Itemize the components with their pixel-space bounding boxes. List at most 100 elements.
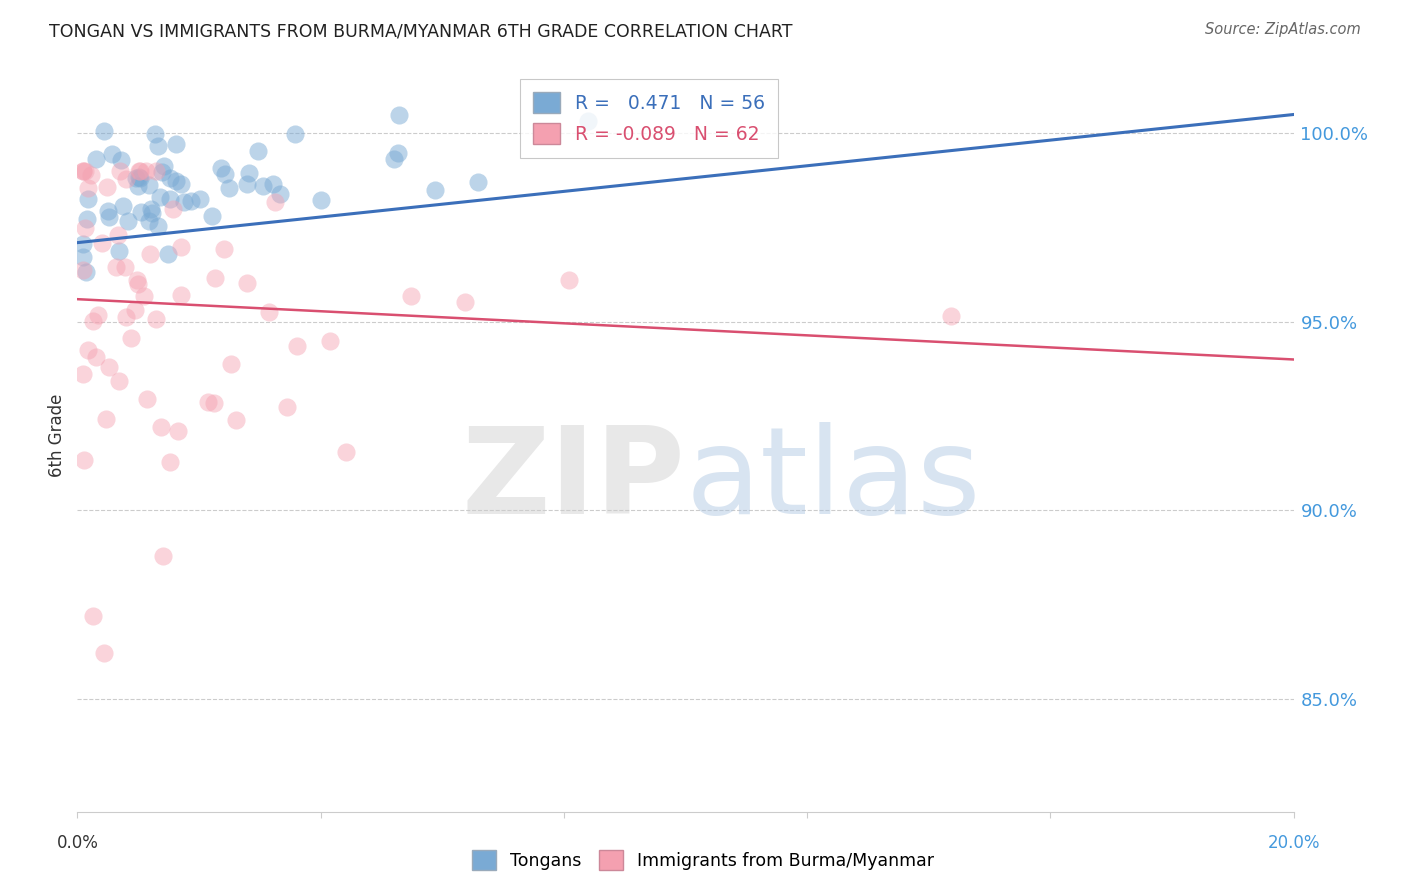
Point [108,244,131,258]
Point [72,263,94,277]
Point [114,260,136,275]
Point [197,395,219,409]
Point [139,202,162,216]
Point [152,549,174,564]
Point [93,647,115,661]
Point [128,164,150,178]
Point [136,392,159,407]
Point [72,164,94,178]
Point [101,147,124,161]
Point [115,171,138,186]
Point [257,304,280,318]
Point [128,170,150,185]
Point [127,277,149,292]
Point [73,164,96,178]
Point [98,211,121,225]
Point [319,334,342,348]
Point [124,171,146,186]
Point [425,183,447,197]
Point [110,164,132,178]
Point [159,192,181,206]
Point [209,161,232,175]
Point [150,420,173,434]
Point [165,174,187,188]
Point [146,219,169,234]
Point [86,152,108,166]
Point [138,178,160,192]
Point [73,452,96,467]
Point [388,107,411,121]
Point [252,179,274,194]
Text: atlas: atlas [686,422,981,539]
Point [212,242,235,256]
Point [202,396,225,410]
Point [159,454,181,468]
Point [170,240,193,254]
Point [166,136,188,151]
Point [110,153,132,167]
Legend: R =   0.471   N = 56, R = -0.089   N = 62: R = 0.471 N = 56, R = -0.089 N = 62 [520,78,778,158]
Point [76,211,98,226]
Point [218,180,240,194]
Point [80,169,103,183]
Point [97,204,120,219]
Point [127,272,149,286]
Point [159,170,181,185]
Point [86,350,108,364]
Point [108,374,131,388]
Point [139,247,162,261]
Point [72,237,94,252]
Point [75,265,97,279]
Point [93,123,115,137]
Point [225,413,247,427]
Point [145,311,167,326]
Point [167,424,190,438]
Point [387,145,409,160]
Point [309,193,332,207]
Point [90,235,112,250]
Point [87,309,110,323]
Point [135,164,157,178]
Text: 0.0%: 0.0% [56,834,98,852]
Point [120,331,142,345]
Point [72,164,94,178]
Point [96,180,118,194]
Point [146,138,169,153]
Point [138,213,160,227]
Point [284,127,307,141]
Point [235,277,257,291]
Point [150,164,173,178]
Y-axis label: 6th Grade: 6th Grade [48,393,66,476]
Text: Source: ZipAtlas.com: Source: ZipAtlas.com [1205,22,1361,37]
Point [141,206,163,220]
Point [82,608,104,623]
Point [382,152,405,166]
Text: ZIP: ZIP [461,422,686,539]
Point [221,357,243,371]
Legend: Tongans, Immigrants from Burma/Myanmar: Tongans, Immigrants from Burma/Myanmar [463,841,943,879]
Point [104,260,127,274]
Point [82,313,104,327]
Point [201,209,224,223]
Point [276,400,298,414]
Point [156,247,179,261]
Text: 20.0%: 20.0% [1267,834,1320,852]
Point [131,204,153,219]
Point [180,194,202,208]
Point [148,190,170,204]
Point [96,412,118,426]
Point [236,177,259,191]
Point [467,175,489,189]
Point [77,193,100,207]
Point [939,310,962,324]
Point [77,343,100,357]
Point [558,273,581,287]
Point [72,250,94,264]
Point [263,195,285,210]
Point [128,170,150,185]
Point [204,271,226,285]
Point [454,295,477,310]
Point [124,303,146,318]
Point [127,179,149,194]
Point [132,289,155,303]
